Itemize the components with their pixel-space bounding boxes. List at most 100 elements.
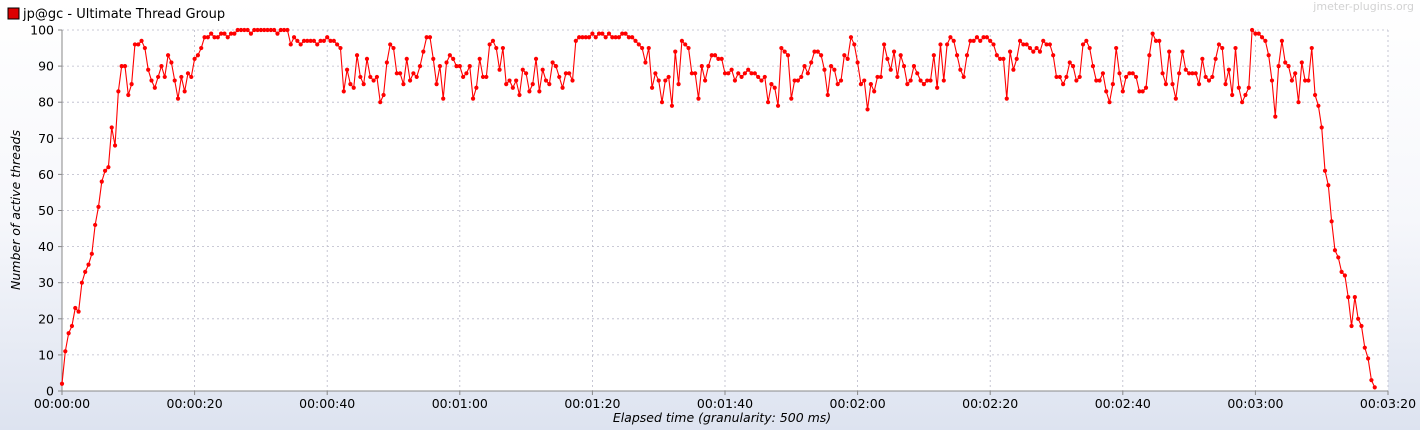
data-point xyxy=(815,49,820,54)
x-tick-label: 00:03:20 xyxy=(1360,396,1416,411)
y-tick-label: 30 xyxy=(38,275,54,290)
data-point xyxy=(1206,78,1212,83)
data-point xyxy=(1034,45,1039,51)
data-point xyxy=(633,38,638,43)
data-point xyxy=(1269,78,1275,83)
data-point xyxy=(1240,100,1245,105)
data-point xyxy=(1051,53,1056,58)
data-point xyxy=(185,71,191,76)
data-point xyxy=(228,31,234,36)
data-point xyxy=(291,35,297,40)
data-point xyxy=(749,71,754,76)
data-point xyxy=(308,38,313,43)
data-point xyxy=(1001,56,1006,61)
data-point xyxy=(732,78,738,83)
x-tick-label: 00:01:20 xyxy=(564,396,620,411)
data-point xyxy=(494,45,499,51)
data-point xyxy=(467,64,472,69)
data-point xyxy=(630,35,635,40)
data-point xyxy=(739,74,744,80)
data-point xyxy=(1249,27,1255,33)
data-point xyxy=(573,38,578,43)
data-point xyxy=(182,89,187,94)
data-point xyxy=(792,78,797,83)
data-point xyxy=(1114,45,1119,51)
data-point xyxy=(212,35,217,40)
data-point xyxy=(537,89,542,94)
data-point xyxy=(517,92,522,98)
data-point xyxy=(742,71,747,76)
data-point xyxy=(616,35,622,40)
data-point xyxy=(1216,42,1222,47)
data-point xyxy=(404,56,409,61)
data-point xyxy=(99,179,104,184)
data-point xyxy=(600,31,605,36)
data-point xyxy=(315,42,320,47)
data-point xyxy=(285,27,290,33)
data-point xyxy=(636,42,641,47)
y-tick-label: 60 xyxy=(38,167,54,182)
data-point xyxy=(132,42,138,47)
data-point xyxy=(1356,316,1361,321)
data-point xyxy=(252,27,257,33)
data-point xyxy=(162,74,167,80)
data-point xyxy=(421,49,426,54)
data-point xyxy=(484,74,489,80)
data-point xyxy=(789,96,794,101)
data-point xyxy=(693,71,698,76)
data-point xyxy=(282,27,287,33)
data-point xyxy=(1236,85,1241,90)
data-point xyxy=(175,96,181,101)
data-point xyxy=(1196,82,1202,87)
data-point xyxy=(248,31,254,36)
data-point xyxy=(736,71,741,76)
data-point xyxy=(83,269,88,274)
y-tick-label: 40 xyxy=(38,239,54,254)
legend: jp@gc - Ultimate Thread Group xyxy=(7,7,225,22)
data-point xyxy=(411,71,416,76)
data-point xyxy=(156,74,161,80)
data-point xyxy=(580,35,585,40)
data-point xyxy=(563,71,568,76)
data-point xyxy=(1319,125,1324,130)
data-point xyxy=(1190,71,1195,76)
data-point xyxy=(858,82,864,87)
data-point xyxy=(560,85,565,90)
data-point xyxy=(772,85,777,90)
y-tick-label: 70 xyxy=(38,131,54,146)
data-point xyxy=(1213,56,1218,61)
data-point xyxy=(613,35,618,40)
data-point xyxy=(752,71,757,76)
data-point xyxy=(288,42,293,47)
data-point xyxy=(76,309,81,314)
data-point xyxy=(63,349,68,354)
data-point xyxy=(235,27,240,33)
data-point xyxy=(461,74,466,80)
y-tick-label: 90 xyxy=(38,59,54,74)
data-point xyxy=(354,53,360,58)
data-point xyxy=(706,64,711,69)
data-point xyxy=(407,78,413,83)
data-point xyxy=(1124,74,1129,80)
data-point xyxy=(351,85,356,90)
x-tick-label: 00:03:00 xyxy=(1227,396,1283,411)
data-point xyxy=(971,38,976,43)
data-point xyxy=(666,74,671,80)
data-point xyxy=(1024,42,1029,47)
data-point xyxy=(1163,82,1168,87)
data-point xyxy=(172,78,177,83)
data-point xyxy=(709,53,714,58)
data-point xyxy=(699,64,704,69)
data-point xyxy=(384,60,389,65)
data-point xyxy=(169,60,174,65)
data-point xyxy=(547,82,552,87)
data-point xyxy=(1027,45,1033,51)
data-point xyxy=(268,27,273,33)
data-point xyxy=(1342,273,1347,278)
data-point xyxy=(1097,78,1102,83)
data-point xyxy=(779,45,784,51)
y-tick-label: 100 xyxy=(30,23,54,38)
data-point xyxy=(845,56,850,61)
data-point xyxy=(905,82,910,87)
data-point xyxy=(431,56,436,61)
